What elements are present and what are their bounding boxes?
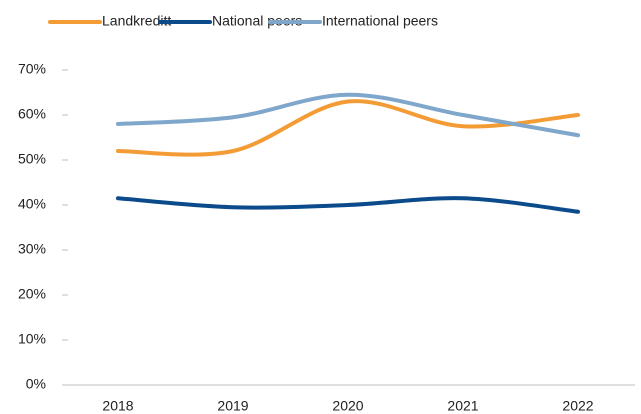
y-tick-label: 30% <box>18 241 46 257</box>
x-tick-label: 2021 <box>447 398 478 414</box>
x-tick-label: 2020 <box>332 398 363 414</box>
y-tick-label: 70% <box>18 61 46 77</box>
x-tick-label: 2019 <box>217 398 248 414</box>
series-line <box>116 92 580 138</box>
series-line <box>116 99 580 157</box>
series-line <box>116 196 580 214</box>
y-tick-label: 0% <box>26 376 46 392</box>
legend-label: National peers <box>212 13 302 29</box>
y-tick-label: 50% <box>18 151 46 167</box>
y-tick-label: 10% <box>18 331 46 347</box>
x-tick-label: 2022 <box>562 398 593 414</box>
y-tick-label: 20% <box>18 286 46 302</box>
y-tick-label: 60% <box>18 106 46 122</box>
legend-label: Landkreditt <box>102 13 171 29</box>
legend-label: International peers <box>322 13 438 29</box>
x-tick-label: 2018 <box>102 398 133 414</box>
y-tick-label: 40% <box>18 196 46 212</box>
